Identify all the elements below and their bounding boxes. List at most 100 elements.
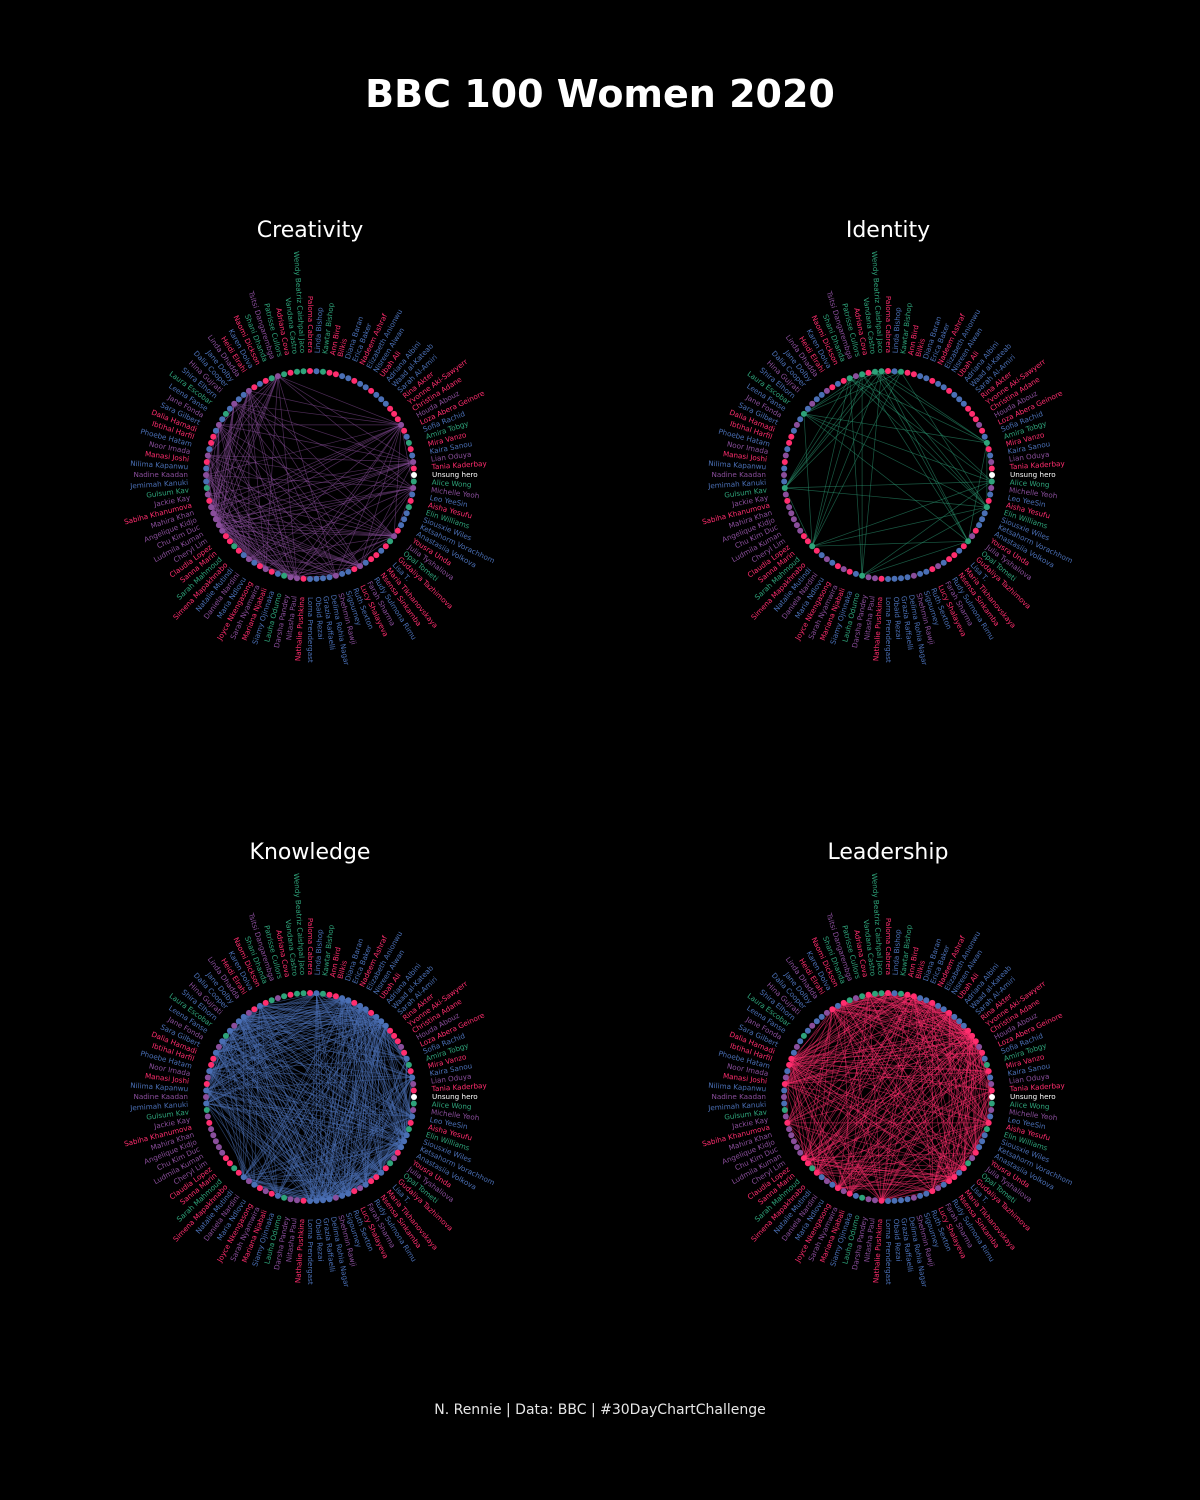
node-joyce-nkengasong xyxy=(256,1185,263,1192)
node-paloma-cabrera xyxy=(885,990,891,996)
network-edge xyxy=(803,371,876,415)
network-edge xyxy=(207,390,250,495)
node-shehmin-rawji xyxy=(910,572,917,579)
node-paloma-cabrera xyxy=(307,368,313,374)
network-edge xyxy=(803,413,987,444)
node-ubah-ali xyxy=(368,1009,375,1016)
node-label: Alice Wong xyxy=(1010,1100,1050,1111)
node-ann-bird xyxy=(904,991,911,998)
network-edge xyxy=(222,461,414,532)
node-dalia-hamadi xyxy=(788,433,795,440)
node-darsha-pandey xyxy=(865,574,872,581)
network-edge xyxy=(791,1052,983,1060)
node-label: Linda Bishop xyxy=(313,929,325,976)
network-edge xyxy=(837,994,908,1189)
network-edge xyxy=(831,1009,933,1192)
node-cheryl-lim xyxy=(797,1149,804,1156)
network-edge xyxy=(406,1058,413,1078)
node-nadine-kaadan xyxy=(203,472,209,478)
node-label: Lorna Prendergast xyxy=(884,1219,893,1285)
node-wendy-beatriz-caishpal-jaco xyxy=(878,990,885,997)
node-sarah-al-amiri xyxy=(382,400,389,407)
edge-group xyxy=(205,992,413,1202)
network-edge xyxy=(861,540,969,577)
network-edge xyxy=(787,1035,973,1124)
node-label: Nilima Kapanwu xyxy=(708,459,766,472)
node-siamy-ojinnaka xyxy=(852,570,859,577)
network-edge xyxy=(248,390,267,570)
node-laura-escobar xyxy=(222,1032,229,1039)
network-edge xyxy=(238,1020,407,1060)
network-edge xyxy=(900,371,988,508)
node-aisha-yesufu xyxy=(407,1119,414,1126)
network-edge xyxy=(784,1002,933,1085)
node-jemimah-kanuki xyxy=(781,478,788,485)
panel-knowledge: Knowledge Unsung hero Alice Wong Michelle … xyxy=(10,832,610,1452)
network-edge xyxy=(205,474,414,489)
network-edge xyxy=(229,999,349,1032)
network-edge xyxy=(887,992,993,1091)
node-leena-fanse xyxy=(797,416,804,423)
node-aisha-yesufu xyxy=(985,1119,992,1126)
network-edge xyxy=(789,1064,989,1072)
node-mira-vanzo xyxy=(985,1068,992,1075)
node-jemimah-kanuki xyxy=(203,478,210,485)
network-edge xyxy=(218,461,414,526)
network-edge xyxy=(347,1058,408,1194)
node-label: Nathalie Pushkina xyxy=(871,596,884,661)
network-edge xyxy=(207,455,395,537)
network-edge xyxy=(784,1083,839,1189)
node-mira-vanzo xyxy=(985,446,992,453)
node-nathalie-pushkina xyxy=(878,575,885,582)
node-natalie-mutindi xyxy=(818,552,825,559)
node-nadeem-ashraf xyxy=(929,377,936,384)
node-farah-sharma xyxy=(357,1185,364,1192)
network-edge xyxy=(807,996,915,1164)
node-delima-rohia-nagar xyxy=(904,1196,911,1203)
network-edge xyxy=(861,374,988,508)
network-edge xyxy=(329,1077,413,1200)
network-edge xyxy=(248,390,402,426)
node-lucy-shalayeva xyxy=(929,566,936,573)
network-edge xyxy=(791,992,889,1059)
node-maria-tikhanovskaya xyxy=(951,552,958,559)
network-edge xyxy=(803,1157,818,1174)
network-edge xyxy=(248,390,395,537)
node-daniela-nardini xyxy=(823,556,830,563)
node-michelle-yeoh xyxy=(988,1107,995,1113)
node-natalie-mutindi xyxy=(240,1174,247,1181)
network-edge xyxy=(309,1021,382,1202)
network-edge xyxy=(210,390,250,508)
node-christina-adane xyxy=(394,1038,401,1045)
node-unsung-hero xyxy=(411,1094,417,1100)
node-label: Nathalie Pushkina xyxy=(871,1218,884,1283)
node-lisa-t xyxy=(956,547,963,554)
node-lucy-shalayeva xyxy=(351,566,358,573)
node-label: Unsung hero xyxy=(432,470,478,479)
network-edge xyxy=(309,1025,387,1202)
node-darsha-pandey xyxy=(287,1196,294,1203)
node-ibtihal-harfil xyxy=(786,1061,793,1068)
network-edge xyxy=(837,1070,989,1189)
network-edge xyxy=(248,390,298,579)
node-nitasha-paul xyxy=(294,575,300,582)
node-shira-elhorn xyxy=(226,1027,233,1034)
network-edge xyxy=(253,997,343,1185)
page-title: BBC 100 Women 2020 xyxy=(365,72,835,116)
node-shira-elhorn xyxy=(804,405,811,412)
node-adriana-albini xyxy=(951,391,958,398)
node-simena-mapakhnabo xyxy=(813,547,820,554)
node-label: Nadine Kaadan xyxy=(133,470,188,479)
node-sabiha-khanumova xyxy=(206,497,213,504)
node-sarah-al-amiri xyxy=(960,1022,967,1029)
network-edge xyxy=(380,1025,387,1173)
node-nilima-kapanwu xyxy=(203,1087,210,1094)
node-claudia-lopez xyxy=(800,1155,807,1162)
node-rudy-sulmona-rimu xyxy=(940,1181,947,1188)
node-label: Linda Bishop xyxy=(891,307,903,354)
network-edge xyxy=(206,1000,349,1091)
node-tania-kaderbay xyxy=(410,465,417,472)
node-sarah-nyamwira xyxy=(840,1188,847,1195)
node-patrisse-cullors xyxy=(859,371,866,378)
node-nisreen-alwan xyxy=(940,1006,947,1013)
